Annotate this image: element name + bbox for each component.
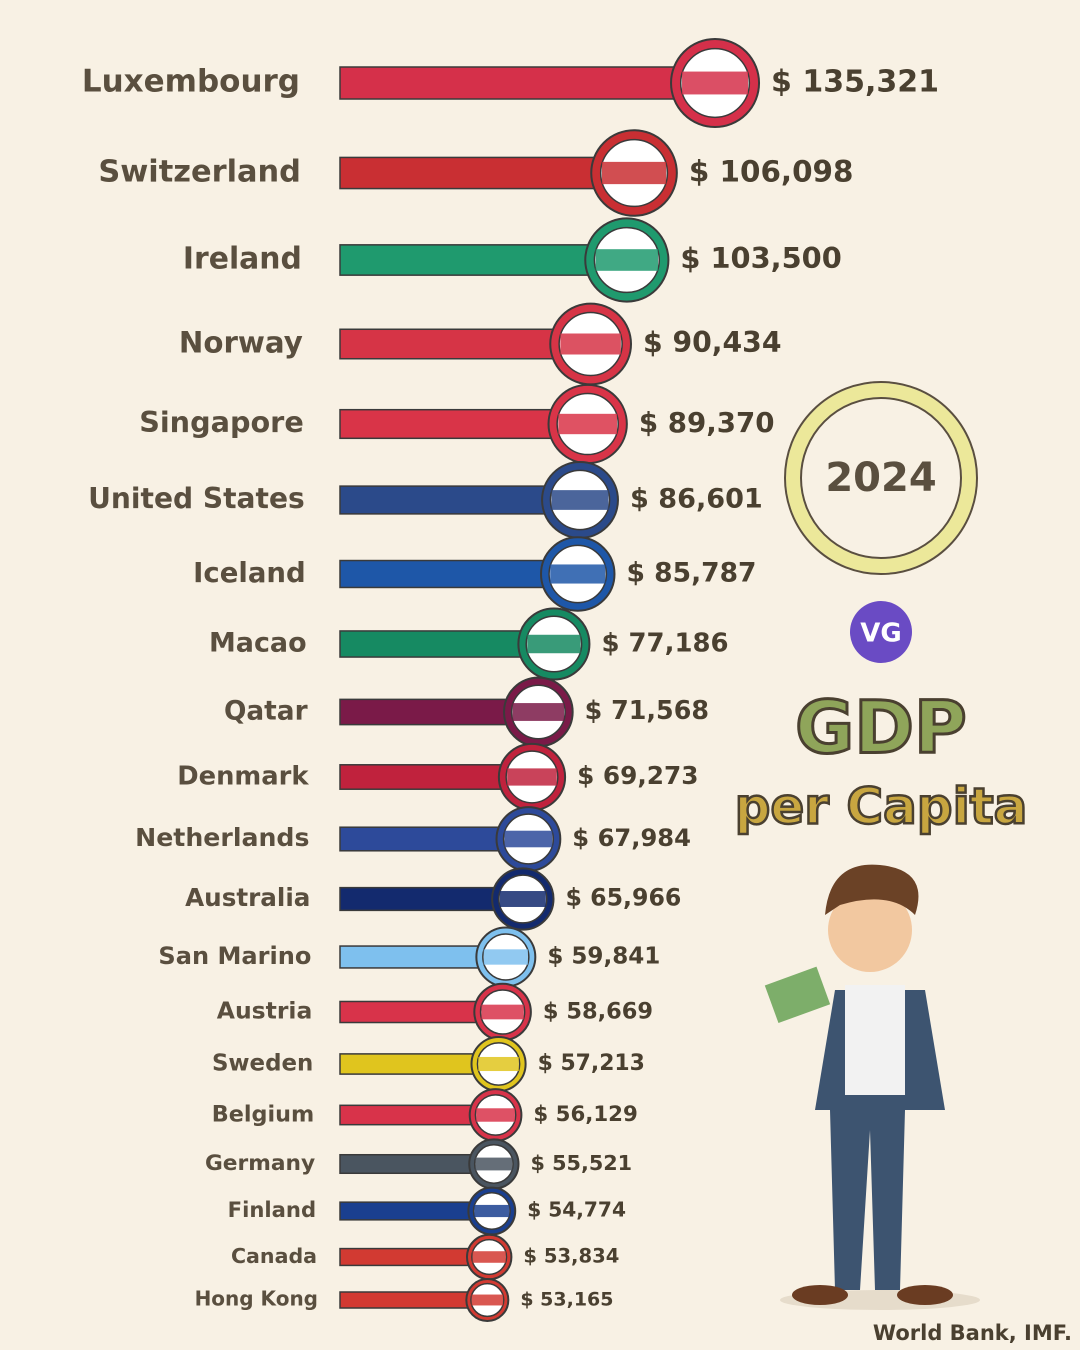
flag-band [472, 1251, 506, 1263]
bar [339, 485, 581, 515]
bar [339, 408, 589, 440]
value-label: $ 89,370 [639, 406, 775, 439]
flag-band [595, 249, 659, 271]
category-label: Singapore [139, 405, 304, 439]
value-label: $ 67,984 [572, 824, 691, 852]
flag-band [558, 413, 618, 435]
category-label: Luxembourg [82, 64, 300, 100]
flag-band [476, 1108, 515, 1122]
year-ring-outline [784, 381, 978, 575]
year-ring [786, 383, 976, 573]
category-label: Australia [185, 883, 310, 912]
value-label: $ 77,186 [601, 629, 728, 659]
category-label: Belgium [212, 1102, 314, 1128]
category-label: Ireland [183, 242, 302, 277]
character [764, 864, 980, 1310]
value-label: $ 57,213 [538, 1051, 645, 1076]
flag-band [682, 71, 749, 95]
flag-band [512, 703, 565, 721]
flag-band [478, 1056, 519, 1072]
bar [339, 66, 716, 100]
bar [339, 1291, 489, 1309]
bar [339, 156, 635, 190]
flag-band [551, 490, 609, 510]
value-label: $ 65,966 [566, 884, 682, 912]
logo: VG [860, 619, 901, 649]
bar [339, 328, 592, 360]
value-label: $ 71,568 [585, 695, 709, 725]
value-label: $ 69,273 [577, 761, 698, 790]
flag-band [474, 1204, 510, 1218]
value-label: $ 53,165 [520, 1289, 613, 1311]
value-label: $ 54,774 [527, 1198, 626, 1222]
flag-band [507, 768, 557, 786]
category-label: United States [88, 482, 305, 515]
category-label: Qatar [224, 697, 308, 727]
category-label: Netherlands [135, 823, 309, 852]
chart-title: GDP [795, 686, 967, 770]
logo-badge [850, 601, 912, 663]
year-ring-outline [800, 397, 962, 559]
category-label: San Marino [158, 942, 311, 970]
flag-band [481, 1004, 524, 1020]
category-label: Finland [228, 1197, 316, 1222]
category-label: Sweden [212, 1051, 313, 1077]
flag-band [560, 333, 621, 355]
category-label: Germany [205, 1151, 315, 1176]
value-label: $ 85,787 [626, 558, 756, 589]
value-label: $ 106,098 [689, 155, 854, 189]
value-label: $ 103,500 [680, 241, 841, 275]
flag-band [499, 891, 546, 907]
flag-band [527, 634, 581, 654]
source: World Bank, IMF. [873, 1321, 1072, 1345]
category-label: Norway [179, 326, 303, 360]
flag-band [475, 1157, 513, 1171]
chart-subtitle: per Capita [735, 778, 1028, 836]
category-label: Denmark [177, 762, 309, 792]
value-label: $ 135,321 [771, 65, 939, 100]
bar [339, 244, 628, 276]
value-label: $ 53,834 [523, 1245, 619, 1268]
year: 2024 [825, 455, 936, 501]
category-label: Switzerland [98, 155, 301, 190]
category-label: Austria [217, 997, 313, 1025]
bar [339, 559, 579, 589]
category-label: Iceland [193, 557, 306, 589]
flag-band [483, 949, 528, 965]
value-label: $ 59,841 [547, 944, 660, 970]
value-label: $ 58,669 [543, 999, 653, 1025]
flag-band [550, 564, 606, 584]
flag-band [471, 1294, 504, 1306]
category-label: Canada [231, 1244, 317, 1268]
value-label: $ 86,601 [630, 484, 763, 515]
value-label: $ 90,434 [643, 326, 782, 359]
category-label: Hong Kong [195, 1287, 318, 1311]
value-label: $ 55,521 [531, 1151, 633, 1175]
value-label: $ 56,129 [533, 1102, 637, 1127]
flag-band [601, 161, 667, 185]
flag-band [504, 830, 553, 848]
category-label: Macao [209, 628, 307, 659]
